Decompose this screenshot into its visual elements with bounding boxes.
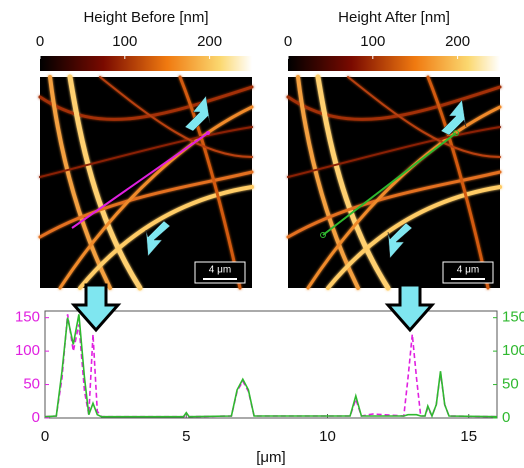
- profile-end: [453, 130, 459, 136]
- panel-title: Height Before [nm]: [83, 9, 208, 26]
- arrow: [387, 222, 413, 259]
- profile-series: [44, 314, 498, 419]
- scale-bar-label: 4 μm: [209, 265, 231, 276]
- panel-title: Height After [nm]: [338, 9, 450, 26]
- panel-after: [288, 77, 500, 288]
- colorbar: [40, 56, 252, 71]
- colorbar-tick-label: 100: [360, 33, 385, 50]
- y-tick-label: 150: [15, 309, 40, 326]
- colorbar-tick-label: 100: [112, 33, 137, 50]
- panel-before: [40, 77, 252, 288]
- y2-tick-label: 100: [502, 342, 524, 359]
- big-arrow: [70, 283, 122, 333]
- colorbar-tick-label: 0: [36, 33, 44, 50]
- profile-line: [71, 132, 209, 229]
- y-tick-label: 0: [32, 409, 40, 426]
- scale-bar-box: [194, 261, 246, 284]
- x-axis-label: [μm]: [256, 449, 285, 466]
- y2-tick-label: 150: [502, 309, 524, 326]
- big-arrow: [384, 283, 436, 333]
- x-tick-label: 15: [460, 428, 477, 445]
- colorbar: [288, 56, 500, 71]
- profile-end: [206, 131, 210, 135]
- plot-area: [44, 310, 498, 419]
- x-tick-label: 5: [182, 428, 190, 445]
- profile-end: [320, 232, 326, 238]
- arrow: [184, 95, 211, 132]
- x-tick-label: 10: [319, 428, 336, 445]
- y2-tick-label: 50: [502, 376, 519, 393]
- colorbar-tick-label: 0: [284, 33, 292, 50]
- scale-bar-box: [442, 261, 494, 284]
- arrow: [145, 220, 171, 257]
- y-tick-label: 50: [23, 376, 40, 393]
- y-tick-label: 100: [15, 342, 40, 359]
- x-tick-label: 0: [41, 428, 49, 445]
- colorbar-tick-label: 200: [197, 33, 222, 50]
- colorbar-tick-label: 200: [445, 33, 470, 50]
- scale-bar-label: 4 μm: [457, 265, 479, 276]
- profile-line: [322, 132, 457, 236]
- arrow: [440, 99, 467, 136]
- y2-tick-label: 0: [502, 409, 510, 426]
